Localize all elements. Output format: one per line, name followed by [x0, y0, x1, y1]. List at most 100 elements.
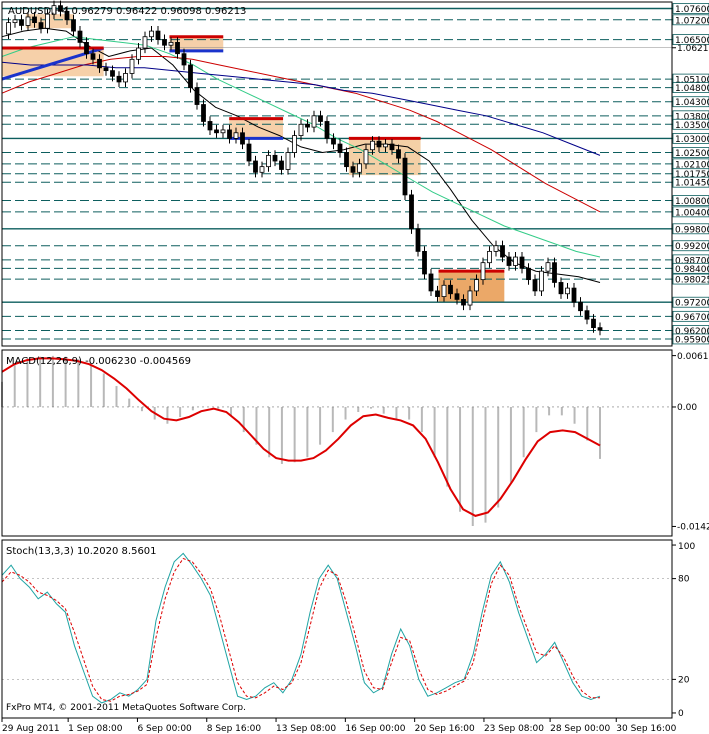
candle-body: [64, 10, 70, 21]
price-tick-label: 1.00800: [675, 197, 709, 207]
candle-body: [370, 140, 375, 151]
stochastic-main-line: [1, 552, 601, 704]
candle-body: [454, 293, 460, 300]
price-tick-label: 1.06500: [675, 36, 709, 46]
candle-body: [357, 163, 362, 173]
candle-body: [58, 5, 63, 12]
time-tick-label: 20 Sep 16:00: [415, 724, 475, 734]
price-label-box: [672, 96, 709, 108]
price-label-box: [672, 34, 709, 45]
candle-body: [90, 53, 96, 60]
candle-body: [175, 41, 180, 55]
candle-body: [246, 143, 252, 162]
candle-body: [363, 149, 369, 165]
price-label-box: [672, 118, 709, 130]
candle-body: [292, 135, 297, 153]
price-tick-label: 1.07600: [675, 5, 709, 15]
price-label-box: [672, 296, 709, 308]
candle-body: [480, 262, 486, 281]
macd-signal-line: [1, 357, 601, 517]
candle-body: [220, 129, 226, 134]
price-panel-frame: [1, 1, 673, 347]
time-tick-label: 29 Aug 2011: [2, 724, 60, 734]
moving-average-line: [1, 36, 601, 258]
candle-body: [181, 53, 187, 66]
macd-header: MACD(12,26,9) -0.006230 -0.004569: [6, 356, 191, 367]
price-tick-label: 1.00400: [675, 208, 709, 218]
stochastic-tick-label: 0: [678, 709, 684, 719]
macd-tick-label: 0.00613: [677, 352, 709, 362]
price-label-box: [672, 273, 709, 285]
price-tick-label: 0.98700: [675, 256, 709, 266]
range-box: [169, 36, 224, 51]
price-tick-label: 1.03800: [675, 112, 709, 122]
candle-body: [506, 256, 512, 266]
candle-body: [201, 104, 206, 122]
price-tick-label: 0.99800: [675, 225, 709, 235]
price-tick-label: 0.98400: [675, 265, 709, 275]
price-tick-label: 0.99200: [675, 242, 709, 252]
price-tick-label: 1.01450: [675, 179, 709, 189]
candle-body: [383, 143, 388, 148]
candle-body: [591, 318, 596, 329]
candle-body: [136, 47, 141, 60]
time-tick-label: 23 Sep 08:00: [484, 724, 544, 734]
macd-tick-label: 0.00: [677, 403, 697, 413]
price-label-box: [672, 133, 709, 144]
candle-body: [474, 279, 479, 292]
candle-body: [552, 262, 557, 283]
candle-body: [103, 67, 109, 72]
stochastic-tick-label: 80: [678, 575, 690, 585]
candle-body: [578, 301, 583, 312]
candle-body: [227, 129, 232, 139]
candle-body: [12, 19, 18, 24]
candle-body: [25, 16, 31, 26]
candle-body: [428, 273, 434, 292]
time-axis: 29 Aug 2011 1 Sep 08:00 6 Sep 00:00 8 Sep 1…: [1, 718, 677, 734]
candle-body: [441, 284, 447, 297]
price-levels: [2, 7, 672, 340]
candle-body: [532, 279, 538, 292]
candle-body: [331, 138, 336, 145]
candle-body: [305, 123, 310, 128]
price-label-box: [672, 3, 709, 14]
candle-body: [116, 75, 122, 83]
candle-body: [519, 256, 525, 269]
candle-body: [253, 160, 258, 173]
time-tick-label: 13 Sep 08:00: [276, 724, 336, 734]
candle-body: [493, 245, 499, 252]
candle-body: [461, 298, 466, 306]
candle-body: [71, 19, 76, 32]
candle-body: [110, 70, 115, 77]
price-tick-label: 1.03000: [675, 135, 709, 145]
stochastic-lines: [1, 552, 601, 704]
candle-body: [32, 16, 37, 24]
price-header: AUDUSD,H4 0.96279 0.96422 0.96098 0.9621…: [8, 6, 246, 17]
candle-body: [435, 290, 440, 297]
candle-body: [142, 36, 148, 49]
candle-body: [344, 152, 349, 168]
time-tick-label: 16 Sep 00:00: [345, 724, 405, 734]
price-label-box: [672, 310, 709, 322]
price-tick-label: 0.96200: [675, 327, 709, 337]
time-tick-label: 28 Sep 00:00: [550, 724, 610, 734]
candle-body: [162, 39, 167, 46]
stochastic-scale-labels: 100 80 20 0: [672, 542, 695, 719]
time-tick-label: 8 Sep 16:00: [207, 724, 262, 734]
price-tick-label: 1.02100: [675, 160, 709, 170]
price-label-box: [672, 206, 709, 218]
macd-tick-label: -0.01426: [677, 522, 709, 532]
price-tick-label: 0.96700: [675, 313, 709, 323]
candle-body: [409, 194, 414, 230]
candle-body: [545, 262, 551, 272]
price-label-box: [672, 195, 709, 206]
stochastic-panel: 100 80 20 0 Stoch(13,3,3) 10.2020 8.5601 Fx…: [1, 539, 695, 719]
candle-body: [298, 123, 304, 136]
candle-body: [168, 41, 174, 46]
candle-body: [324, 121, 330, 139]
price-label-box: [672, 82, 709, 93]
candle-body: [311, 115, 317, 128]
